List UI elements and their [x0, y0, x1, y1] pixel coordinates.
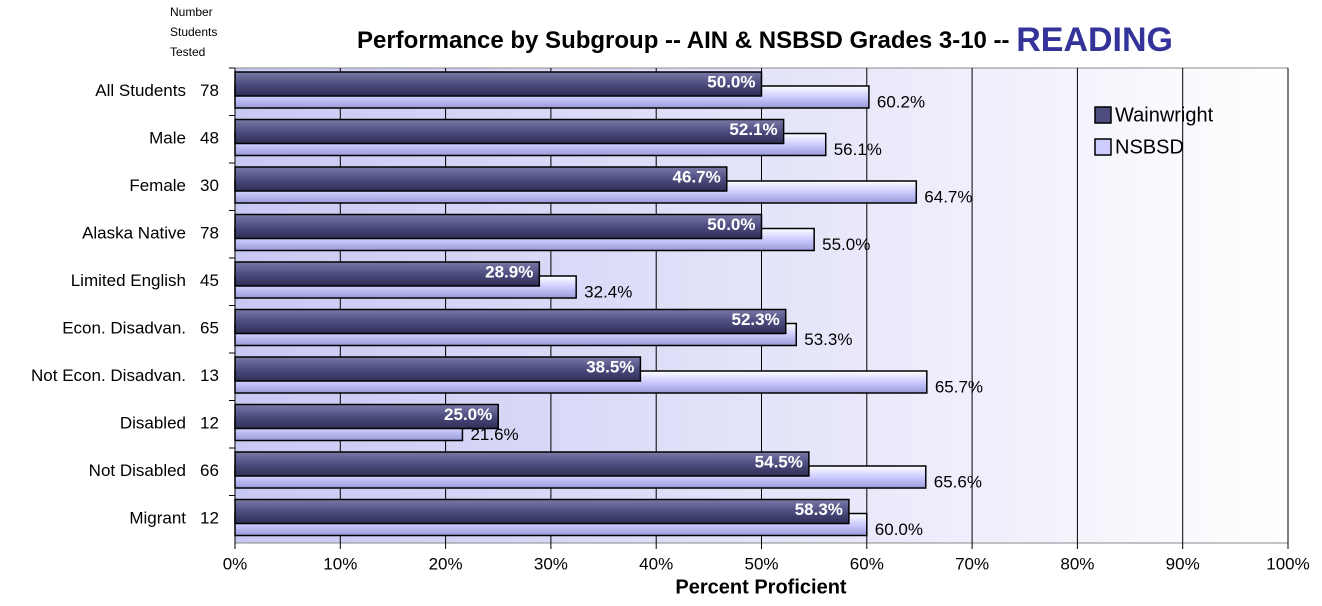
count-label: 12	[200, 509, 219, 528]
bar	[234, 451, 810, 477]
value-label: 25.0%	[444, 405, 492, 424]
bar	[234, 498, 850, 525]
x-tick-label: 60%	[850, 554, 884, 573]
value-label: 52.3%	[732, 310, 780, 329]
count-label: 78	[200, 81, 219, 100]
value-label: 60.0%	[875, 520, 923, 539]
x-axis-label: Percent Proficient	[675, 576, 847, 598]
value-label: 65.7%	[935, 377, 983, 396]
bar	[234, 166, 728, 192]
value-label: 58.3%	[795, 500, 843, 519]
y-tick-label: Migrant	[129, 509, 186, 528]
x-tick-label: 20%	[429, 554, 463, 573]
x-tick-label: 50%	[744, 554, 778, 573]
value-label: 50.0%	[707, 215, 755, 234]
value-label: 52.1%	[729, 120, 777, 139]
value-label: 53.3%	[804, 330, 852, 349]
bar	[234, 261, 541, 287]
value-label: 55.0%	[822, 235, 870, 254]
value-label: 38.5%	[586, 357, 634, 376]
count-label: 48	[200, 129, 219, 148]
value-label: 21.6%	[470, 425, 518, 444]
x-tick-label: 80%	[1060, 554, 1094, 573]
y-tick-label: Alaska Native	[82, 224, 186, 243]
count-header: Tested	[170, 45, 205, 59]
value-label: 54.5%	[755, 452, 803, 471]
x-tick-label: 0%	[223, 554, 248, 573]
value-label: 64.7%	[924, 187, 972, 206]
value-label: 32.4%	[584, 282, 632, 301]
x-tick-label: 40%	[639, 554, 673, 573]
value-label: 65.6%	[934, 472, 982, 491]
value-label: 56.1%	[834, 140, 882, 159]
count-label: 30	[200, 176, 219, 195]
x-tick-label: 100%	[1266, 554, 1309, 573]
value-label: 50.0%	[707, 72, 755, 91]
bar	[234, 118, 785, 145]
y-tick-label: Female	[129, 176, 186, 195]
legend-label: NSBSD	[1115, 136, 1184, 158]
count-label: 78	[200, 224, 219, 243]
value-label: 46.7%	[673, 167, 721, 186]
x-tick-label: 90%	[1166, 554, 1200, 573]
bar	[234, 308, 787, 335]
count-label: 12	[200, 414, 219, 433]
bar	[234, 213, 763, 240]
legend-label: Wainwright	[1115, 104, 1214, 126]
y-tick-label: Not Econ. Disadvan.	[31, 366, 186, 385]
count-header: Number	[170, 5, 213, 19]
y-tick-label: Econ. Disadvan.	[62, 319, 186, 338]
x-tick-label: 10%	[323, 554, 357, 573]
y-tick-label: Male	[149, 129, 186, 148]
y-tick-label: All Students	[95, 81, 186, 100]
legend-swatch	[1094, 138, 1112, 156]
y-tick-label: Disabled	[120, 414, 186, 433]
count-header: Students	[170, 25, 217, 39]
y-tick-label: Not Disabled	[89, 461, 186, 480]
x-tick-label: 70%	[955, 554, 989, 573]
legend-swatch	[1094, 106, 1112, 124]
bar	[234, 403, 499, 430]
value-label: 28.9%	[485, 262, 533, 281]
y-tick-label: Limited English	[71, 271, 186, 290]
count-label: 65	[200, 319, 219, 338]
count-label: 45	[200, 271, 219, 290]
count-label: 13	[200, 366, 219, 385]
x-tick-label: 30%	[534, 554, 568, 573]
value-label: 60.2%	[877, 92, 925, 111]
bar	[234, 71, 763, 97]
bar	[234, 356, 642, 382]
chart-title: Performance by Subgroup -- AIN & NSBSD G…	[357, 21, 1173, 59]
count-label: 66	[200, 461, 219, 480]
